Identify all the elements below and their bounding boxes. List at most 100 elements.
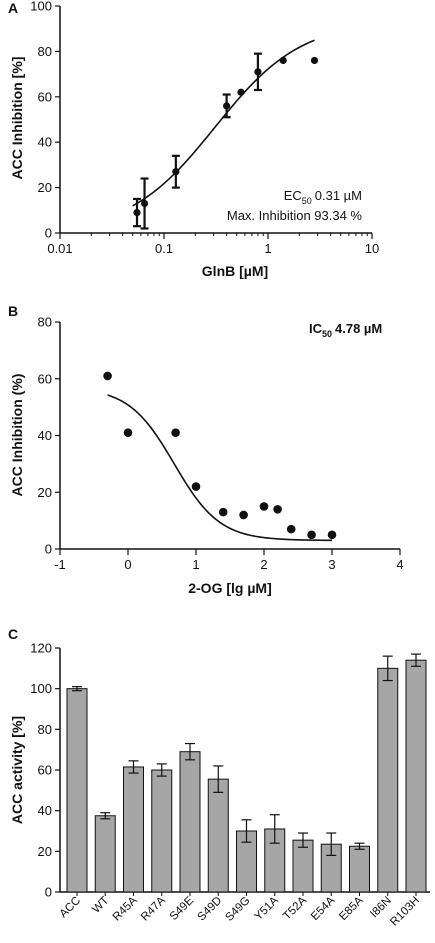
panel-b-data-point (103, 371, 112, 381)
panel-a-y-tick-label: 40 (38, 135, 52, 150)
panel-b-y-tick-label: 40 (38, 428, 52, 443)
panel-a-data-point (223, 102, 231, 110)
panel-b-ylabel: ACC Inhibition (%) (9, 374, 25, 497)
panel-b-data-point (327, 530, 337, 540)
panel-b-y-tick-label: 60 (38, 371, 52, 386)
panel-a-letter: A (8, 0, 18, 16)
panel-c-category-label: I86N (368, 895, 394, 921)
panel-b-y-tick-label: 20 (38, 485, 52, 500)
panel-a-y-tick-label: 80 (38, 44, 52, 59)
panel-a-x-tick-label: 0.1 (155, 241, 173, 256)
panel-c-bar (94, 815, 116, 893)
panel-b-ic50-sub: 50 (322, 329, 332, 339)
panel-b-ic50-value: 4.78 µM (335, 321, 382, 336)
panel-c-y-tick-label: 0 (45, 885, 52, 900)
panel-a: A 0 20 40 60 80 100 0.01 0.1 1 10 ACC Inhibition… (8, 0, 379, 279)
panel-c-category-label: ACC (57, 895, 83, 921)
panel-c-category-label: S49G (223, 895, 252, 924)
panel-c-category-label: T52A (281, 894, 309, 922)
panel-a-error-bars (132, 52, 262, 230)
panel-a-ec50-prefix: EC (284, 188, 302, 203)
panel-b-data-point (239, 510, 248, 520)
panel-c-category-label: WT (90, 895, 111, 916)
panel-c-ylabel: ACC activity [%] (9, 716, 25, 824)
panel-b-letter: B (8, 303, 18, 319)
panel-c-y-tick-label: 120 (30, 641, 52, 656)
panel-a-data-point (310, 56, 319, 65)
panel-b-points (103, 371, 337, 540)
panel-c-y-tick-label: 80 (38, 722, 52, 737)
panel-b-x-tick-label: 0 (124, 557, 131, 572)
panel-c-category-label: Y51A (252, 894, 281, 923)
panel-a-ec50-sub: 50 (302, 196, 312, 206)
panel-b-x-tick-label: 1 (192, 557, 199, 572)
panel-b-data-point (307, 530, 316, 540)
panel-b-y-tick-label: 0 (45, 542, 52, 557)
panel-a-points (133, 56, 319, 217)
panel-b-data-point (123, 428, 133, 437)
panel-a-y-ticks: 0 20 40 60 80 100 (30, 0, 60, 241)
panel-c-bar (207, 778, 229, 893)
panel-a-data-point (172, 168, 180, 176)
panel-b-data-point (286, 524, 296, 534)
panel-c-y-tick-label: 20 (38, 844, 52, 859)
panel-c-bars (66, 659, 427, 893)
panel-a-data-point (254, 68, 262, 76)
panel-b-x-tick-label: 3 (328, 557, 335, 572)
panel-c-bar (292, 839, 314, 893)
panel-b-x-tick-label: 4 (396, 557, 403, 572)
panel-c-category-label: S49D (196, 895, 225, 924)
panel-c-error-bars (72, 653, 421, 857)
panel-a-data-point (279, 56, 287, 65)
panel-b-data-point (273, 504, 282, 514)
panel-c-category-label: R45A (111, 894, 140, 923)
panel-b-xlabel: 2-OG [lg µM] (188, 580, 272, 596)
panel-a-ec50-value: 0.31 µM (315, 188, 362, 203)
panel-a-y-tick-label: 100 (30, 0, 52, 14)
panel-b-ic50-annotation: IC50 4.78 µM (309, 321, 382, 339)
panel-a-data-point (133, 208, 141, 217)
panel-c-bar (349, 845, 370, 893)
panel-b-fit-curve (107, 394, 333, 542)
panel-c-category-label: E85A (337, 894, 366, 923)
panel-c: C 0 20 40 60 80 100 120 ACC WT R45A R47A S49E S49DS… (8, 626, 430, 928)
panel-a-y-tick-label: 60 (38, 89, 52, 104)
panel-c-bar (377, 667, 399, 893)
panel-c-category-label: S49E (168, 894, 197, 923)
panel-b-y-tick-label: 80 (38, 315, 52, 330)
panel-c-category-label: R47A (139, 894, 168, 923)
panel-b-x-ticks: -1 0 1 2 3 4 (54, 549, 404, 572)
panel-b-data-point (171, 428, 180, 437)
panel-b-x-tick-label: -1 (54, 557, 66, 572)
panel-a-ylabel: ACC Inhibition [%] (9, 57, 25, 180)
panel-c-bar (151, 769, 173, 893)
panel-a-max-inhibition: Max. Inhibition 93.34 % (227, 208, 363, 223)
panel-c-bar (405, 659, 427, 893)
panel-c-bar (123, 766, 144, 893)
panel-b-x-tick-label: 2 (260, 557, 267, 572)
panel-c-bar (179, 751, 201, 893)
panel-c-y-tick-label: 60 (38, 763, 52, 778)
panel-b-data-point (218, 507, 228, 517)
panel-a-x-ticks: 0.01 0.1 1 10 (47, 233, 379, 256)
panel-c-category-label: R103H (388, 895, 422, 929)
panel-a-y-tick-label: 20 (38, 180, 52, 195)
panel-a-x-tick-label: 0.01 (47, 241, 72, 256)
panel-a-xlabel: GlnB [µM] (202, 263, 268, 279)
panel-b-axes (59, 322, 400, 550)
panel-a-x-tick-label: 10 (365, 241, 379, 256)
panel-c-y-tick-label: 40 (38, 803, 52, 818)
panel-c-y-ticks: 0 20 40 60 80 100 120 (30, 641, 60, 900)
panel-a-y-tick-label: 0 (45, 226, 52, 241)
panel-b-ic50-prefix: IC (309, 321, 323, 336)
panel-c-letter: C (8, 626, 18, 642)
panel-a-ec50-annotation: EC50 0.31 µM (284, 188, 362, 206)
panel-a-data-point (140, 199, 149, 208)
panel-a-fit-curve (132, 39, 315, 207)
panel-a-data-point (237, 88, 245, 96)
panel-c-category-label: E54A (309, 894, 338, 923)
panel-b-data-point (191, 482, 201, 491)
